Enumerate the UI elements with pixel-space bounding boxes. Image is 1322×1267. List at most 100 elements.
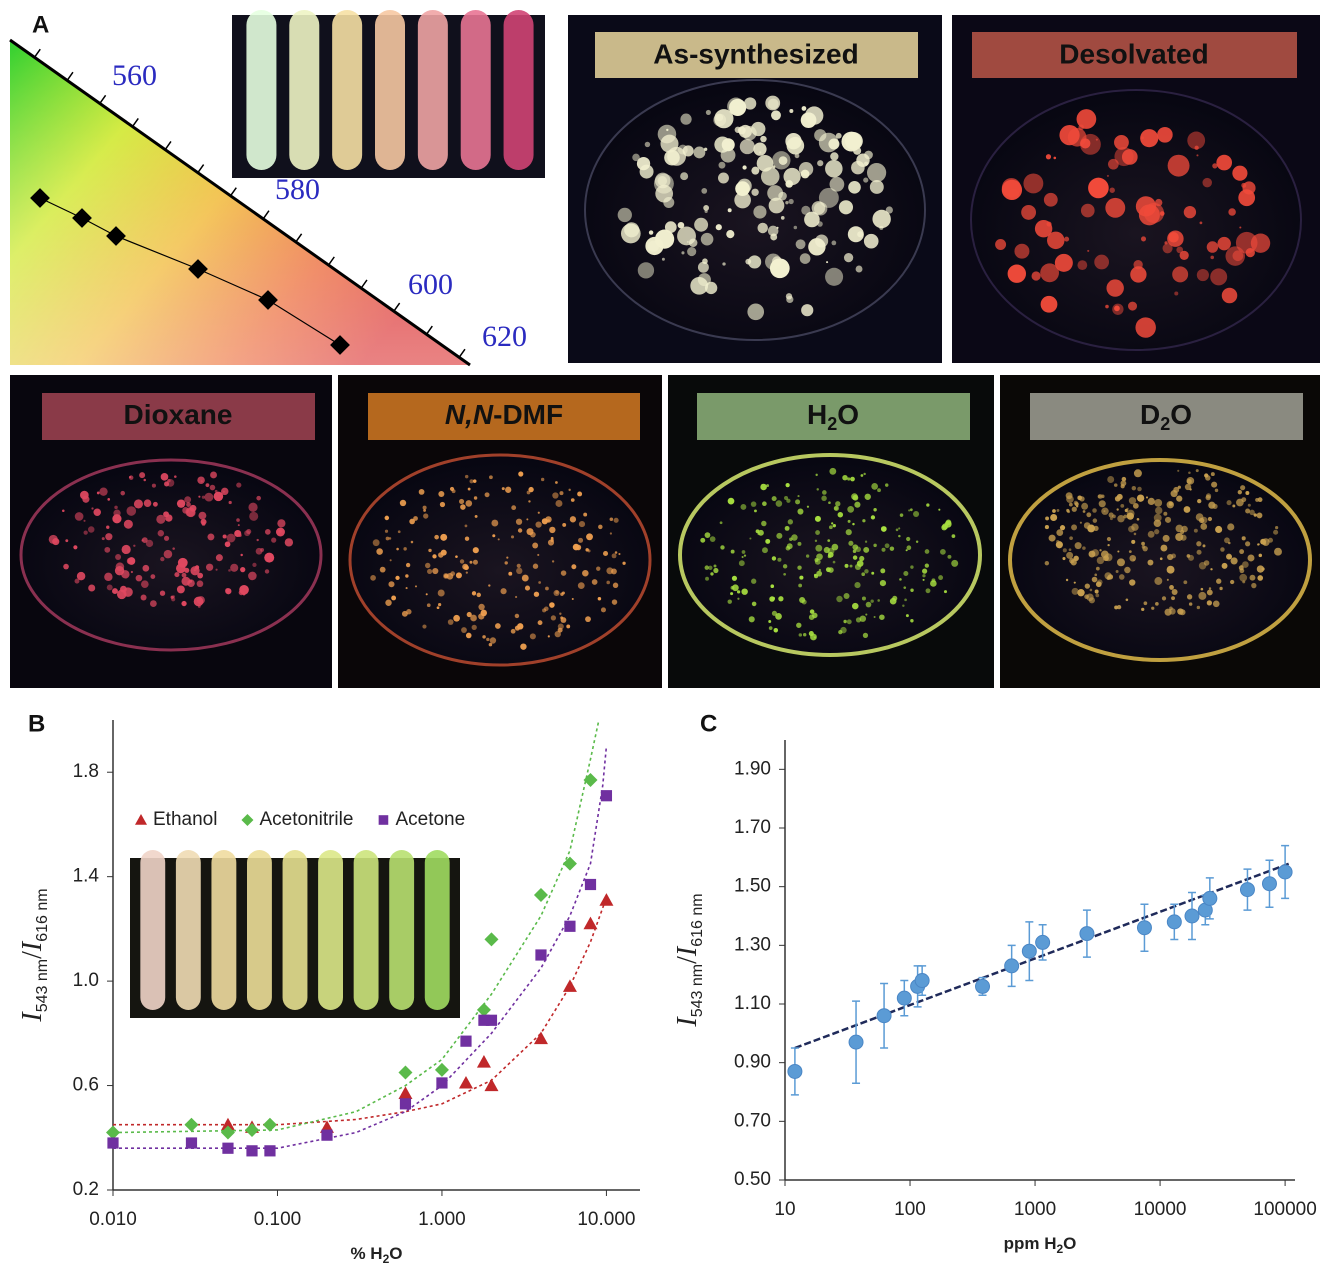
- speckle: [828, 567, 834, 573]
- speckle: [1207, 600, 1212, 605]
- speckle: [1088, 178, 1109, 199]
- speckle: [863, 633, 868, 638]
- speckle: [1057, 509, 1060, 512]
- speckle: [785, 201, 788, 204]
- speckle: [1046, 154, 1051, 159]
- speckle: [552, 492, 558, 498]
- speckle: [114, 506, 118, 510]
- speckle: [1141, 542, 1145, 546]
- speckle: [422, 625, 426, 629]
- point: [583, 773, 597, 787]
- speckle: [747, 304, 764, 321]
- speckle: [229, 501, 232, 504]
- speckle: [522, 575, 529, 582]
- speckle: [1275, 526, 1278, 529]
- speckle: [947, 555, 951, 559]
- y-tick-label: 0.2: [73, 1179, 99, 1200]
- speckle: [848, 226, 864, 242]
- speckle: [1160, 211, 1165, 216]
- speckle: [1137, 487, 1142, 492]
- speckle: [762, 501, 767, 506]
- speckle: [1238, 490, 1242, 494]
- speckle: [104, 547, 110, 553]
- speckle: [848, 181, 861, 194]
- speckle: [113, 510, 120, 517]
- speckle: [1176, 496, 1182, 502]
- speckle: [716, 114, 723, 121]
- speckle: [75, 512, 84, 521]
- speckle: [847, 619, 852, 624]
- speckle: [845, 564, 849, 568]
- speckle: [853, 549, 857, 553]
- point: [583, 917, 597, 930]
- speckle: [681, 251, 684, 254]
- speckle: [425, 563, 430, 568]
- speckle: [1071, 524, 1077, 530]
- speckle: [786, 499, 790, 503]
- speckle: [898, 527, 900, 529]
- tube: [332, 10, 362, 170]
- wavelength-label: 620: [482, 320, 527, 353]
- point: [1203, 891, 1217, 905]
- speckle: [1255, 498, 1259, 502]
- speckle: [741, 588, 747, 594]
- speckle: [528, 487, 533, 492]
- speckle: [742, 165, 746, 169]
- speckle: [167, 479, 170, 482]
- speckle: [239, 585, 249, 595]
- speckle: [1189, 602, 1192, 605]
- speckle: [797, 509, 803, 515]
- speckle: [843, 620, 846, 623]
- speckle: [99, 488, 107, 496]
- speckle: [1086, 512, 1091, 517]
- speckle: [1203, 544, 1206, 547]
- speckle: [1263, 542, 1266, 545]
- speckle: [1072, 507, 1077, 512]
- speckle: [129, 475, 133, 479]
- x-tick-label: 1000: [1014, 1199, 1056, 1220]
- speckle: [395, 576, 399, 580]
- speckle: [1132, 486, 1136, 490]
- speckle: [453, 615, 460, 622]
- photo: H2O: [668, 375, 994, 688]
- panel-label: B: [28, 710, 45, 737]
- speckle: [828, 555, 831, 558]
- speckle: [752, 602, 757, 607]
- locus-tick: [263, 211, 269, 219]
- speckle: [757, 155, 774, 172]
- speckle: [1066, 492, 1073, 499]
- speckle: [102, 537, 105, 540]
- speckle: [500, 588, 506, 594]
- speckle: [1177, 608, 1183, 614]
- speckle: [1129, 555, 1136, 562]
- speckle: [164, 550, 173, 559]
- speckle: [1188, 472, 1191, 475]
- speckle: [694, 147, 706, 159]
- speckle: [133, 545, 135, 547]
- speckle: [1127, 513, 1134, 520]
- speckle: [689, 238, 698, 247]
- speckle: [1222, 288, 1238, 304]
- speckle: [1154, 529, 1159, 534]
- speckle: [865, 541, 867, 543]
- speckle: [1131, 540, 1135, 544]
- point: [788, 1064, 802, 1078]
- speckle: [1141, 608, 1144, 611]
- speckle: [265, 569, 269, 573]
- speckle: [1096, 581, 1102, 587]
- speckle: [470, 615, 477, 622]
- speckle: [124, 520, 133, 529]
- speckle: [468, 488, 471, 491]
- speckle: [62, 510, 65, 513]
- speckle: [1228, 555, 1232, 559]
- label-part: O: [1063, 1234, 1076, 1253]
- speckle: [271, 538, 276, 543]
- speckle: [1257, 575, 1263, 581]
- label-part: 2: [1160, 414, 1170, 434]
- photo: N,N-DMF: [338, 375, 662, 688]
- speckle: [532, 543, 538, 549]
- speckle: [622, 562, 625, 565]
- speckle: [515, 625, 520, 630]
- speckle: [1273, 530, 1278, 535]
- speckle: [1117, 558, 1125, 566]
